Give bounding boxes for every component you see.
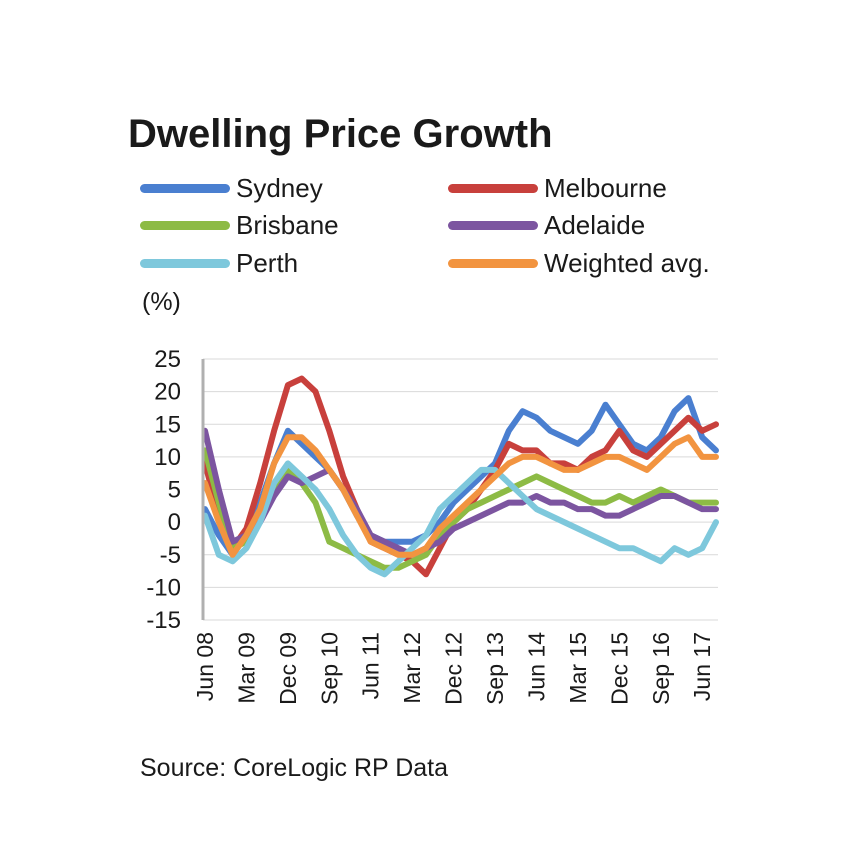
legend-item-brisbane: Brisbane [140, 209, 339, 241]
y-tick-label: 10 [154, 444, 181, 471]
legend: Sydney Melbourne Brisbane Adelaide Perth… [140, 172, 780, 282]
x-tick-label: Jun 08 [192, 632, 218, 701]
series-line-weighted-avg [202, 434, 719, 558]
x-tick-label: Dec 09 [275, 632, 301, 705]
y-tick-label: 20 [154, 379, 181, 406]
y-tick-label: 25 [154, 346, 181, 373]
legend-label-perth: Perth [236, 247, 299, 278]
legend-item-melbourne: Melbourne [448, 172, 667, 204]
x-tick-label: Jun 11 [358, 632, 384, 699]
legend-swatch-adelaide [448, 220, 538, 230]
y-axis-unit-label: (%) [142, 288, 181, 316]
x-tick-label: Mar 15 [565, 632, 591, 704]
y-axis-ticks: 25 20 15 10 5 0 -5 -10 -15 [146, 346, 181, 634]
series-line-brisbane [202, 447, 719, 571]
legend-swatch-weighted-avg [448, 258, 538, 268]
y-tick-label: -15 [146, 607, 181, 634]
legend-item-adelaide: Adelaide [448, 209, 645, 241]
legend-label-melbourne: Melbourne [544, 172, 667, 203]
chart-title: Dwelling Price Growth [128, 112, 553, 156]
legend-swatch-perth [140, 258, 230, 268]
legend-item-sydney: Sydney [140, 172, 323, 204]
y-tick-label: -5 [160, 542, 181, 569]
legend-swatch-melbourne [448, 183, 538, 193]
x-tick-label: Mar 09 [233, 632, 259, 704]
x-axis-ticks: Jun 08 Mar 09 Dec 09 Sep 10 Jun 11 Mar 12 Dec … [192, 632, 715, 705]
legend-label-adelaide: Adelaide [544, 209, 646, 240]
source-note: Source: CoreLogic RP Data [140, 754, 449, 782]
x-tick-label: Dec 15 [606, 632, 632, 705]
legend-label-sydney: Sydney [236, 172, 323, 203]
x-tick-label: Sep 10 [316, 632, 342, 705]
legend-label-brisbane: Brisbane [236, 209, 339, 240]
y-tick-label: 5 [168, 477, 181, 504]
y-tick-label: 0 [168, 509, 181, 536]
series-line-adelaide [202, 427, 719, 558]
series-line-perth [202, 460, 719, 578]
legend-item-weighted-avg: Weighted avg. [448, 247, 710, 279]
y-tick-label: -10 [146, 574, 181, 601]
legend-label-weighted-avg: Weighted avg. [544, 247, 710, 278]
legend-item-perth: Perth [140, 247, 298, 279]
y-tick-label: 15 [154, 411, 181, 438]
legend-swatch-brisbane [140, 220, 230, 230]
x-tick-label: Jun 17 [689, 632, 715, 701]
series-line-sydney [202, 395, 719, 558]
legend-swatch-sydney [140, 183, 230, 193]
x-tick-label: Mar 12 [399, 632, 425, 704]
x-tick-label: Sep 13 [482, 632, 508, 705]
x-tick-label: Dec 12 [441, 632, 467, 705]
x-tick-label: Sep 16 [648, 632, 674, 705]
series-lines [202, 375, 719, 578]
x-tick-label: Jun 14 [523, 632, 549, 701]
